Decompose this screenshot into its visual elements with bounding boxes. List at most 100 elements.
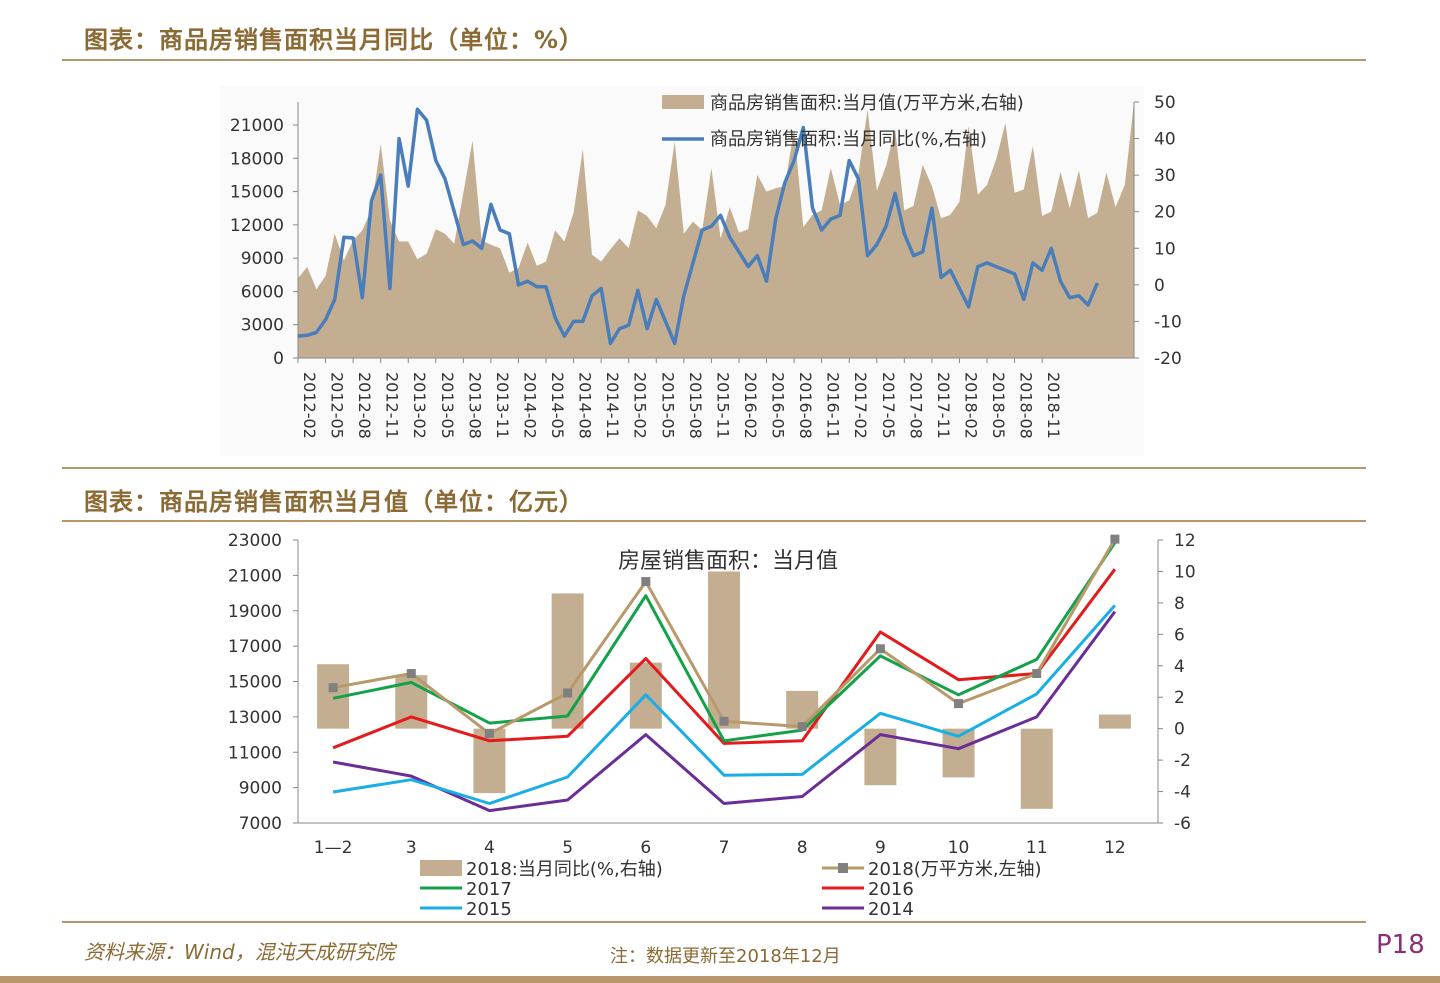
chart1-left-tick-label: 18000 xyxy=(230,149,284,169)
chart2-x-tick-label: 7 xyxy=(719,838,730,858)
chart2-left-tick-label: 11000 xyxy=(228,743,282,763)
chart2-inner-title: 房屋销售面积：当月值 xyxy=(618,549,838,574)
chart1-right-tick-label: 30 xyxy=(1154,166,1176,186)
chart2-marker-2018 xyxy=(719,716,729,726)
chart1-left-tick-label: 15000 xyxy=(230,183,284,203)
chart1-x-tick-label: 2016-02 xyxy=(741,372,760,439)
chart1-x-tick-label: 2017-05 xyxy=(879,372,898,439)
chart1-legend-area-label: 商品房销售面积:当月值(万平方米,右轴) xyxy=(710,93,1024,114)
footer-rule xyxy=(62,921,1366,923)
chart1-left-tick-label: 9000 xyxy=(241,249,284,269)
chart1-x-tick-label: 2018-11 xyxy=(1044,372,1063,439)
chart2-x-tick-label: 9 xyxy=(875,838,886,858)
chart2-marker-2018 xyxy=(954,699,964,709)
chart1-x-tick-label: 2015-05 xyxy=(658,372,677,439)
chart2-x-tick-label: 11 xyxy=(1026,838,1048,858)
chart1-right-tick-label: 50 xyxy=(1154,93,1176,113)
chart2-legend-marker-2018 xyxy=(838,863,848,873)
chart1-legend-line-label: 商品房销售面积:当月同比(%,右轴) xyxy=(710,129,987,150)
chart2: 7000900011000130001500017000190002100023… xyxy=(228,531,1196,920)
chart2-x-tick-label: 1—2 xyxy=(314,838,353,858)
chart1-x-tick-label: 2016-11 xyxy=(824,372,843,439)
chart1-x-tick-label: 2012-11 xyxy=(383,372,402,439)
chart2-line-2016 xyxy=(332,568,1117,750)
chart2-left-tick-label: 13000 xyxy=(228,708,282,728)
chart1-right-tick-label: 20 xyxy=(1154,203,1176,223)
chart2-title: 图表：商品房销售面积当月值（单位：亿元） xyxy=(84,488,584,516)
chart1-left-tick-label: 21000 xyxy=(230,116,284,136)
chart2-right-tick-label: 6 xyxy=(1174,625,1185,645)
chart2-marker-2018 xyxy=(875,644,885,654)
chart2-legend-label-2015: 2015 xyxy=(466,899,512,920)
source-text: 资料来源：Wind，混沌天成研究院 xyxy=(84,940,395,964)
chart2-legend-label-2018-yoy: 2018:当月同比(%,右轴) xyxy=(466,859,663,880)
chart1-x-tick-label: 2014-05 xyxy=(548,372,567,439)
chart2-right-tick-label: 10 xyxy=(1174,562,1196,582)
chart2-right-tick-label: -4 xyxy=(1174,783,1191,803)
chart2-legend-label-2014: 2014 xyxy=(868,899,914,920)
chart2-marker-2018 xyxy=(797,722,807,732)
chart2-x-tick-label: 5 xyxy=(562,838,573,858)
chart2-bar-2018-yoy xyxy=(864,728,897,786)
chart2-left-tick-label: 23000 xyxy=(228,531,282,551)
chart2-x-tick-label: 10 xyxy=(948,838,970,858)
chart2-right-tick-label: -6 xyxy=(1174,814,1191,834)
chart2-x-tick-label: 6 xyxy=(640,838,651,858)
chart1-area-series xyxy=(298,101,1134,358)
chart1-x-tick-label: 2013-08 xyxy=(465,372,484,439)
chart1-x-tick-label: 2012-02 xyxy=(300,372,319,439)
chart2-marker-2018 xyxy=(328,683,338,693)
chart2-top-rule xyxy=(62,467,1366,469)
chart1-x-tick-label: 2017-08 xyxy=(906,372,925,439)
chart1-title-rule xyxy=(62,59,1366,61)
chart1-left-tick-label: 3000 xyxy=(241,316,284,336)
chart2-left-tick-label: 21000 xyxy=(228,566,282,586)
chart2-left-tick-label: 7000 xyxy=(239,814,282,834)
chart2-x-tick-label: 8 xyxy=(797,838,808,858)
chart1-legend-area-swatch xyxy=(662,95,704,109)
chart2-right-tick-label: 8 xyxy=(1174,594,1185,614)
chart1-right-tick-label: 10 xyxy=(1154,239,1176,259)
chart2-right-tick-label: 2 xyxy=(1174,688,1185,708)
chart1-x-tick-label: 2016-08 xyxy=(796,372,815,439)
chart1-x-tick-label: 2018-05 xyxy=(989,372,1008,439)
chart2-marker-2018 xyxy=(1032,669,1042,679)
chart2-right-tick-label: -2 xyxy=(1174,751,1191,771)
chart2-bar-2018-yoy xyxy=(551,593,584,729)
chart2-marker-2018 xyxy=(1110,534,1120,544)
chart1-x-tick-label: 2012-05 xyxy=(328,372,347,439)
chart1-left-tick-label: 0 xyxy=(273,349,284,369)
chart2-left-tick-label: 19000 xyxy=(228,602,282,622)
chart1-left-tick-label: 12000 xyxy=(230,216,284,236)
chart2-legend-label-2017: 2017 xyxy=(466,879,512,900)
chart2-right-tick-label: 4 xyxy=(1174,657,1185,677)
chart2-bar-2018-yoy xyxy=(1020,728,1053,809)
chart2-x-tick-label: 4 xyxy=(484,838,495,858)
chart1-x-tick-label: 2012-08 xyxy=(355,372,374,439)
chart1-x-tick-label: 2015-08 xyxy=(686,372,705,439)
chart1-x-tick-label: 2018-08 xyxy=(1017,372,1036,439)
chart2-left-tick-label: 17000 xyxy=(228,637,282,657)
chart2-legend-label-2016: 2016 xyxy=(868,879,914,900)
bottom-band xyxy=(0,976,1440,983)
chart1-x-tick-label: 2016-05 xyxy=(769,372,788,439)
chart2-line-2014 xyxy=(332,610,1117,813)
chart1-x-tick-label: 2013-02 xyxy=(410,372,429,439)
chart2-bar-2018-yoy xyxy=(1098,714,1131,729)
chart1-x-tick-label: 2017-11 xyxy=(934,372,953,439)
chart1-x-tick-label: 2014-08 xyxy=(576,372,595,439)
chart1-x-tick-label: 2013-05 xyxy=(438,372,457,439)
chart1-yoy-line xyxy=(297,107,1099,346)
chart2-left-tick-label: 15000 xyxy=(228,673,282,693)
chart1-left-tick-label: 6000 xyxy=(241,282,284,302)
chart2-legend-label-2018: 2018(万平方米,左轴) xyxy=(868,859,1042,880)
chart1-right-tick-label: -10 xyxy=(1154,312,1182,332)
chart2-title-rule xyxy=(62,520,1366,522)
chart1-x-tick-label: 2018-02 xyxy=(961,372,980,439)
chart1-x-tick-label: 2014-11 xyxy=(603,372,622,439)
chart2-line-2015 xyxy=(332,604,1117,805)
chart1-x-tick-label: 2015-02 xyxy=(631,372,650,439)
chart2-marker-2018 xyxy=(406,669,416,679)
chart2-x-tick-label: 3 xyxy=(406,838,417,858)
chart1-right-tick-label: 0 xyxy=(1154,276,1165,296)
